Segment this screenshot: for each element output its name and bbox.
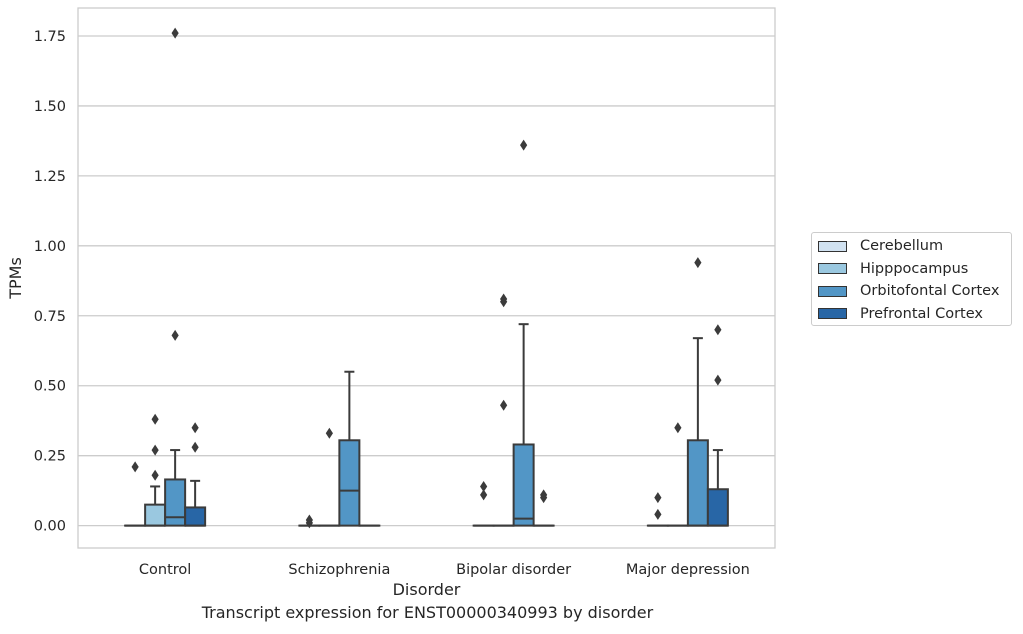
x-axis-label: Disorder (393, 580, 461, 599)
y-tick-label: 1.00 (34, 239, 66, 255)
outlier-point (151, 469, 159, 481)
legend-swatch (818, 285, 847, 297)
y-axis-label: TPMs (6, 257, 25, 300)
outlier-point (540, 489, 548, 501)
box-body (338, 439, 361, 527)
outlier-point (654, 508, 662, 520)
box-body (512, 443, 535, 527)
box-2-2 (512, 139, 535, 527)
outlier-point (131, 461, 139, 473)
plot-frame (77, 7, 776, 549)
legend-swatch (818, 263, 847, 275)
box-body (164, 478, 187, 527)
outlier-point (325, 427, 333, 439)
outlier-point (151, 444, 159, 456)
box-body (706, 488, 729, 527)
outlier-point (694, 257, 702, 269)
y-tick-label: 1.75 (34, 29, 66, 45)
outlier-point (500, 399, 508, 411)
box-0-3 (646, 492, 669, 527)
outlier-point (654, 492, 662, 504)
outlier-point (171, 27, 179, 39)
grid-lines (78, 35, 775, 527)
outlier-point (171, 329, 179, 341)
outlier-point (305, 514, 313, 526)
legend-label: Orbitofontal Cortex (860, 283, 1000, 300)
boxes-layer (124, 27, 729, 529)
x-tick-label: Schizophrenia (288, 562, 390, 578)
legend-label: Hipppocampus (860, 260, 969, 277)
box-body (184, 506, 207, 527)
legend: Cerebellum Hipppocampus Orbitofontal Cor… (811, 232, 1012, 326)
y-tick-label: 1.25 (34, 169, 66, 185)
outlier-point (500, 293, 508, 305)
box-body (686, 439, 709, 527)
box-1-1 (318, 427, 341, 527)
box-1-3 (666, 422, 689, 527)
y-tick-label: 0.50 (34, 379, 66, 395)
box-body (144, 503, 167, 527)
legend-item-orbitofrontal-cortex: Orbitofontal Cortex (818, 280, 1011, 303)
outlier-point (191, 441, 199, 453)
legend-swatch (818, 240, 847, 252)
box-1-2 (492, 293, 515, 527)
legend-label: Prefrontal Cortex (860, 305, 983, 322)
tick-labels: 0.00 0.25 0.50 0.75 1.00 1.25 1.50 1.75 Control S… (34, 29, 750, 578)
box-2-0 (164, 27, 187, 527)
outlier-point (714, 374, 722, 386)
legend-item-prefrontal-cortex: Prefrontal Cortex (818, 303, 1011, 326)
box-2-1 (338, 370, 361, 527)
y-tick-label: 0.25 (34, 449, 66, 465)
legend-item-hippocampus: Hipppocampus (818, 258, 1011, 281)
y-tick-label: 0.00 (34, 519, 66, 535)
box-0-1 (298, 514, 321, 529)
box-2-3 (686, 257, 709, 527)
y-tick-label: 0.75 (34, 309, 66, 325)
box-0-2 (472, 480, 495, 527)
y-tick-label: 1.50 (34, 99, 66, 115)
outlier-point (714, 324, 722, 336)
figure-caption: Transcript expression for ENST0000034099… (201, 603, 654, 622)
outlier-point (151, 413, 159, 425)
box-3-0 (184, 422, 207, 527)
box-1-0 (144, 413, 167, 527)
legend-swatch (818, 308, 847, 320)
outlier-point (480, 489, 488, 501)
box-3-2 (532, 489, 555, 527)
outlier-point (191, 422, 199, 434)
x-tick-label: Control (139, 562, 191, 578)
legend-item-cerebellum: Cerebellum (818, 235, 1011, 258)
x-tick-label: Bipolar disorder (456, 562, 571, 578)
outlier-point (480, 480, 488, 492)
outlier-point (520, 139, 528, 151)
legend-label: Cerebellum (860, 238, 944, 255)
box-0-0 (124, 461, 147, 527)
outlier-point (674, 422, 682, 434)
box-3-3 (706, 324, 729, 527)
x-tick-label: Major depression (626, 562, 750, 578)
